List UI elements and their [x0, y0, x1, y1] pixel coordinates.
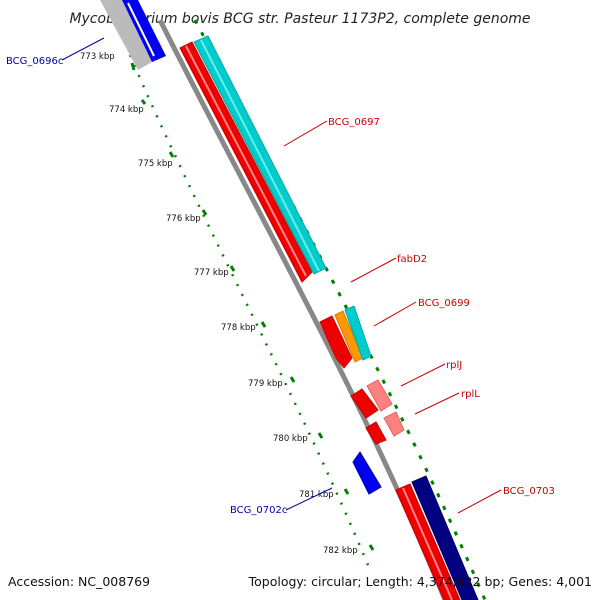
- feature-bcg-0696c: [122, 0, 166, 62]
- tick-label-780: 780 kbp: [273, 434, 308, 444]
- topology-text: Topology: circular; Length: 4,374,522 bp…: [248, 574, 592, 589]
- label-bcg-0696c[interactable]: BCG_0696c: [6, 56, 63, 67]
- label-bcg-0697[interactable]: BCG_0697: [328, 117, 380, 128]
- tick-mark-782: [368, 544, 375, 551]
- feature-bcg-0702c: [352, 451, 382, 495]
- label-fabd2[interactable]: fabD2: [397, 254, 427, 265]
- feature-rpll: [383, 411, 405, 437]
- feature-bcg-0699: [344, 305, 372, 361]
- feature-rplj-cds: [350, 388, 379, 419]
- feature-rplj: [366, 379, 393, 412]
- tick-mark-779: [289, 376, 296, 383]
- tick-label-775: 775 kbp: [138, 159, 173, 169]
- feature-bcg-0703-gene: [411, 475, 479, 600]
- tick-label-779: 779 kbp: [248, 379, 283, 389]
- label-bcg-0702c[interactable]: BCG_0702c: [230, 505, 287, 516]
- tick-mark-773: [130, 62, 136, 71]
- accession-text: Accession: NC_008769: [8, 574, 150, 589]
- tick-mark-780: [317, 432, 324, 439]
- label-bcg-0699[interactable]: BCG_0699: [418, 298, 470, 309]
- feature-grey-top: [100, 0, 152, 70]
- tick-label-776: 776 kbp: [166, 214, 201, 224]
- tick-mark-778: [260, 321, 267, 328]
- feature-fabd2: [319, 315, 353, 369]
- tick-mark-774: [140, 99, 147, 105]
- feature-rpll-cds: [365, 421, 387, 445]
- tick-label-777: 777 kbp: [194, 268, 229, 278]
- tick-label-778: 778 kbp: [221, 323, 256, 333]
- tick-mark-781: [343, 488, 350, 495]
- tick-mark-777: [229, 265, 236, 272]
- feature-bcg-0703-cds: [395, 483, 461, 600]
- label-rpll[interactable]: rplL: [461, 389, 480, 400]
- tick-marks: [130, 62, 375, 551]
- map-title: Mycobacterium bovis BCG str. Pasteur 117…: [69, 11, 530, 27]
- label-rplj[interactable]: rplJ: [446, 360, 462, 371]
- label-bcg-0703[interactable]: BCG_0703: [503, 486, 555, 497]
- tick-label-774: 774 kbp: [109, 105, 144, 115]
- tick-mark-776: [201, 209, 208, 216]
- tick-label-773: 773 kbp: [80, 52, 115, 62]
- tick-label-782: 782 kbp: [323, 546, 358, 556]
- tick-mark-775: [168, 151, 175, 158]
